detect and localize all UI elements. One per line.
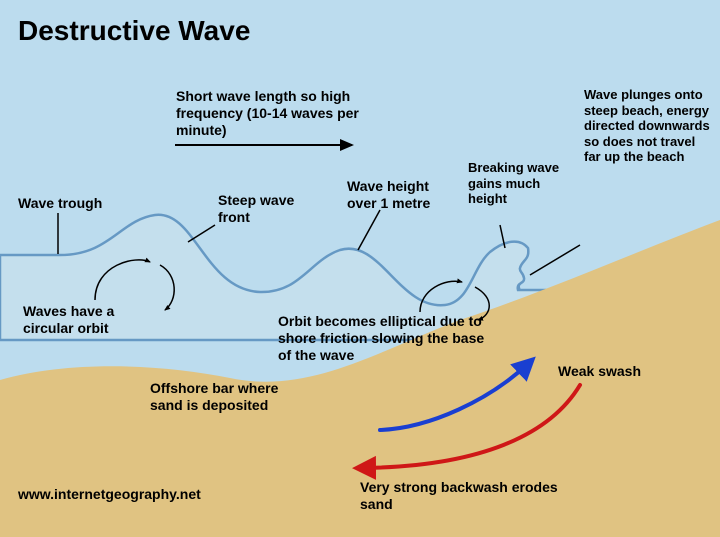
label-wave-height: Wave height over 1 metre <box>347 178 447 212</box>
label-plunge: Wave plunges onto steep beach, energy di… <box>584 87 714 165</box>
label-wave-trough: Wave trough <box>18 195 118 212</box>
diagram-title: Destructive Wave <box>18 14 250 48</box>
diagram-svg <box>0 0 720 537</box>
label-backwash: Very strong backwash erodes sand <box>360 479 570 513</box>
label-elliptical-orbit: Orbit becomes elliptical due to shore fr… <box>278 313 498 363</box>
label-weak-swash: Weak swash <box>558 363 668 380</box>
label-source: www.internetgeography.net <box>18 486 201 503</box>
label-circular-orbit: Waves have a circular orbit <box>23 303 143 337</box>
label-offshore-bar: Offshore bar where sand is deposited <box>150 380 280 414</box>
label-breaking: Breaking wave gains much height <box>468 160 573 207</box>
label-steep-front: Steep wave front <box>218 192 308 226</box>
label-frequency: Short wave length so high frequency (10-… <box>176 88 366 138</box>
destructive-wave-diagram: Destructive Wave Short wave length so hi… <box>0 0 720 537</box>
